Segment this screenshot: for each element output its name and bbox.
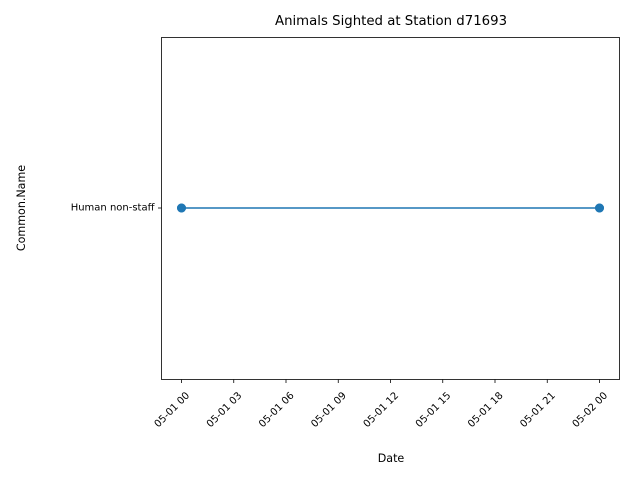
x-axis-label: Date <box>378 452 405 465</box>
chart-title: Animals Sighted at Station d71693 <box>275 14 507 29</box>
data-point <box>177 203 186 213</box>
y-axis-ticks: Human non-staff <box>71 203 162 214</box>
y-tick-label: Human non-staff <box>71 203 156 214</box>
y-axis-label: Common.Name <box>15 165 28 251</box>
data-point <box>595 203 604 213</box>
series-layer <box>177 203 604 213</box>
